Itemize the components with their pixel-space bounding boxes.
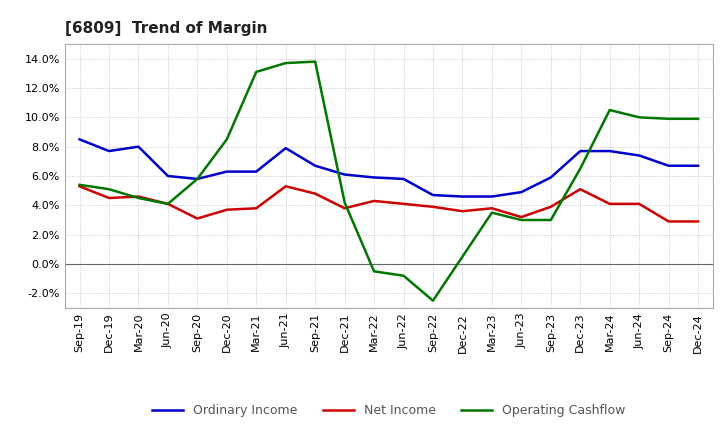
Ordinary Income bbox=[517, 190, 526, 195]
Net Income bbox=[75, 183, 84, 189]
Ordinary Income bbox=[311, 163, 320, 169]
Net Income bbox=[606, 201, 614, 206]
Ordinary Income bbox=[576, 148, 585, 154]
Net Income bbox=[370, 198, 379, 204]
Net Income bbox=[282, 183, 290, 189]
Ordinary Income bbox=[399, 176, 408, 182]
Operating Cashflow bbox=[75, 182, 84, 187]
Operating Cashflow bbox=[282, 60, 290, 66]
Ordinary Income bbox=[635, 153, 644, 158]
Net Income bbox=[665, 219, 673, 224]
Ordinary Income bbox=[694, 163, 703, 169]
Operating Cashflow bbox=[458, 254, 467, 259]
Operating Cashflow bbox=[635, 115, 644, 120]
Operating Cashflow bbox=[222, 137, 231, 142]
Text: [6809]  Trend of Margin: [6809] Trend of Margin bbox=[65, 21, 267, 36]
Operating Cashflow bbox=[134, 195, 143, 201]
Net Income bbox=[104, 195, 113, 201]
Ordinary Income bbox=[222, 169, 231, 174]
Net Income bbox=[487, 205, 496, 211]
Line: Operating Cashflow: Operating Cashflow bbox=[79, 62, 698, 301]
Ordinary Income bbox=[193, 176, 202, 182]
Operating Cashflow bbox=[311, 59, 320, 64]
Ordinary Income bbox=[341, 172, 349, 177]
Operating Cashflow bbox=[606, 107, 614, 113]
Operating Cashflow bbox=[665, 116, 673, 121]
Ordinary Income bbox=[104, 148, 113, 154]
Net Income bbox=[311, 191, 320, 196]
Ordinary Income bbox=[428, 192, 437, 198]
Ordinary Income bbox=[606, 148, 614, 154]
Net Income bbox=[163, 201, 172, 206]
Net Income bbox=[635, 201, 644, 206]
Ordinary Income bbox=[282, 146, 290, 151]
Operating Cashflow bbox=[487, 210, 496, 215]
Ordinary Income bbox=[163, 173, 172, 179]
Operating Cashflow bbox=[694, 116, 703, 121]
Net Income bbox=[428, 204, 437, 209]
Operating Cashflow bbox=[370, 269, 379, 274]
Operating Cashflow bbox=[517, 217, 526, 223]
Ordinary Income bbox=[370, 175, 379, 180]
Legend: Ordinary Income, Net Income, Operating Cashflow: Ordinary Income, Net Income, Operating C… bbox=[147, 399, 631, 422]
Net Income bbox=[252, 205, 261, 211]
Ordinary Income bbox=[252, 169, 261, 174]
Operating Cashflow bbox=[193, 176, 202, 182]
Net Income bbox=[134, 194, 143, 199]
Net Income bbox=[458, 209, 467, 214]
Ordinary Income bbox=[134, 144, 143, 149]
Net Income bbox=[517, 214, 526, 220]
Ordinary Income bbox=[546, 175, 555, 180]
Net Income bbox=[222, 207, 231, 213]
Ordinary Income bbox=[487, 194, 496, 199]
Operating Cashflow bbox=[546, 217, 555, 223]
Net Income bbox=[399, 201, 408, 206]
Net Income bbox=[694, 219, 703, 224]
Operating Cashflow bbox=[252, 69, 261, 74]
Ordinary Income bbox=[458, 194, 467, 199]
Operating Cashflow bbox=[104, 187, 113, 192]
Operating Cashflow bbox=[576, 166, 585, 171]
Net Income bbox=[341, 205, 349, 211]
Net Income bbox=[193, 216, 202, 221]
Ordinary Income bbox=[665, 163, 673, 169]
Operating Cashflow bbox=[399, 273, 408, 279]
Line: Ordinary Income: Ordinary Income bbox=[79, 139, 698, 197]
Net Income bbox=[576, 187, 585, 192]
Operating Cashflow bbox=[163, 201, 172, 206]
Ordinary Income bbox=[75, 137, 84, 142]
Operating Cashflow bbox=[341, 200, 349, 205]
Operating Cashflow bbox=[428, 298, 437, 303]
Net Income bbox=[546, 204, 555, 209]
Line: Net Income: Net Income bbox=[79, 186, 698, 221]
